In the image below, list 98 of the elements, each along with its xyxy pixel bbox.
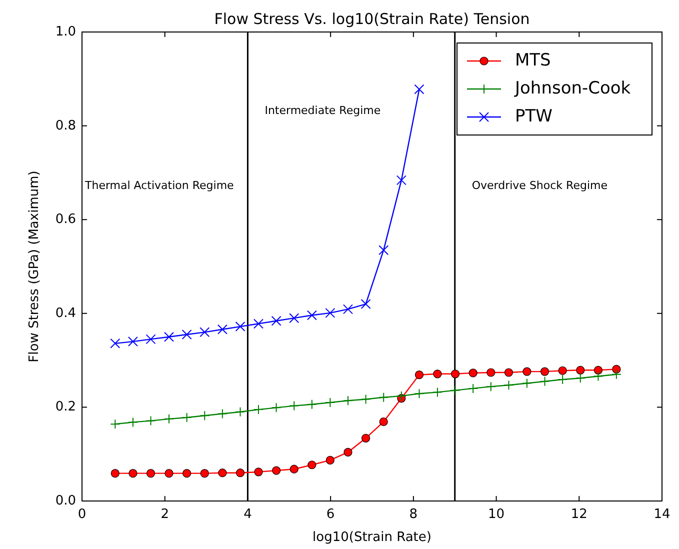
- annotation: Overdrive Shock Regime: [472, 179, 608, 192]
- point: [146, 469, 156, 478]
- point: [396, 175, 406, 186]
- x-axis-title: log10(Strain Rate): [312, 530, 432, 545]
- x-tick-label: 12: [570, 507, 588, 522]
- point: [164, 332, 174, 342]
- point: [128, 469, 138, 478]
- y-tick-label: 0.2: [55, 400, 76, 415]
- x-tick-label: 6: [326, 507, 335, 522]
- point: [414, 84, 424, 94]
- point: [110, 469, 120, 478]
- point: [450, 385, 460, 396]
- point: [289, 400, 300, 411]
- point: [326, 456, 334, 464]
- point: [361, 434, 370, 442]
- point: [217, 408, 228, 419]
- point: [612, 364, 621, 374]
- point: [271, 402, 282, 413]
- point: [342, 396, 353, 406]
- point: [396, 390, 406, 401]
- point: [414, 388, 424, 399]
- point: [271, 316, 282, 326]
- point: [254, 468, 263, 476]
- point: [164, 469, 174, 478]
- x-tick-label: 2: [160, 507, 169, 522]
- y-tick-label: 1.0: [55, 24, 76, 40]
- point: [360, 299, 371, 310]
- point: [200, 469, 209, 478]
- y-tick-label: 0.4: [55, 306, 76, 321]
- chart-title: Flow Stress Vs. log10(Strain Rate) Tension: [214, 10, 530, 28]
- point: [522, 378, 532, 388]
- point: [468, 368, 478, 378]
- point: [611, 369, 622, 380]
- point: [468, 383, 478, 394]
- point: [110, 338, 120, 348]
- point: [504, 380, 514, 390]
- point: [378, 245, 389, 256]
- point: [540, 376, 550, 386]
- point: [182, 412, 192, 423]
- point: [253, 318, 264, 329]
- point: [306, 399, 317, 410]
- point: [342, 304, 353, 314]
- x-tick-label: 14: [654, 507, 670, 522]
- y-tick-label: 0.6: [55, 212, 76, 228]
- point: [146, 334, 156, 344]
- point: [504, 368, 514, 377]
- point: [182, 469, 192, 478]
- y-tick-label: 0.0: [55, 494, 76, 509]
- point: [235, 406, 246, 417]
- point: [218, 468, 227, 478]
- point: [236, 468, 245, 478]
- point: [200, 327, 210, 338]
- legend-label: MTS: [515, 50, 551, 71]
- point: [217, 324, 228, 334]
- x-tick-label: 4: [244, 507, 252, 522]
- point: [433, 370, 442, 378]
- y-axis-title: Flow Stress (GPa) (Maximum): [27, 170, 42, 362]
- point: [379, 417, 388, 426]
- point: [164, 414, 174, 424]
- point: [128, 417, 138, 428]
- point: [558, 366, 567, 375]
- point: [414, 370, 424, 380]
- annotation: Intermediate Regime: [264, 104, 381, 118]
- point: [450, 370, 460, 378]
- point: [360, 394, 371, 404]
- x-tick-label: 10: [488, 507, 505, 522]
- point: [182, 330, 192, 340]
- point: [200, 410, 210, 421]
- point: [325, 308, 336, 318]
- point: [110, 419, 120, 430]
- annotation: Thermal Activation Regime: [84, 179, 234, 192]
- point: [272, 466, 281, 475]
- point: [558, 374, 568, 385]
- point: [290, 464, 298, 474]
- point: [593, 371, 604, 382]
- point: [128, 336, 138, 347]
- point: [308, 460, 316, 470]
- point: [306, 310, 317, 320]
- point: [575, 373, 586, 384]
- point: [576, 366, 585, 374]
- point: [486, 368, 496, 377]
- point: [344, 448, 352, 457]
- point: [522, 367, 532, 376]
- point: [540, 367, 550, 376]
- point: [289, 313, 300, 324]
- point: [594, 366, 602, 374]
- x-tick-label: 0: [78, 507, 86, 522]
- point: [432, 387, 442, 398]
- point: [486, 382, 496, 392]
- point: [253, 404, 264, 415]
- legend-label: Johnson-Cook: [514, 78, 631, 99]
- y-tick-label: 0.8: [55, 118, 76, 134]
- legend-label: PTW: [515, 106, 553, 127]
- point: [146, 416, 156, 426]
- point: [378, 392, 389, 402]
- x-tick-label: 8: [409, 507, 418, 522]
- point: [325, 398, 336, 408]
- point: [235, 322, 246, 332]
